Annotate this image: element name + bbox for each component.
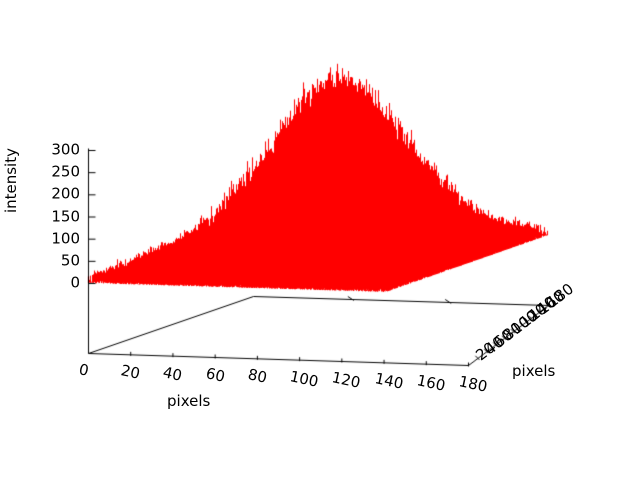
x-tick-label: 80 [246, 365, 269, 388]
z-tick-label: 300 [51, 140, 80, 159]
z-axis-title: intensity [2, 148, 20, 214]
x-axis-title: pixels [167, 392, 211, 410]
z-tick-label: 100 [51, 229, 80, 248]
x-tick-label: 40 [161, 362, 185, 385]
y-axis-title: pixels [512, 362, 556, 380]
z-tick-label: 150 [51, 207, 80, 225]
z-tick-label: 250 [51, 162, 80, 181]
z-tick-label: 0 [70, 273, 80, 292]
x-tick-label: 20 [119, 361, 142, 384]
z-tick-label: 50 [60, 251, 80, 270]
z-tick-label: 200 [51, 184, 80, 203]
x-tick-label: 60 [203, 364, 227, 386]
